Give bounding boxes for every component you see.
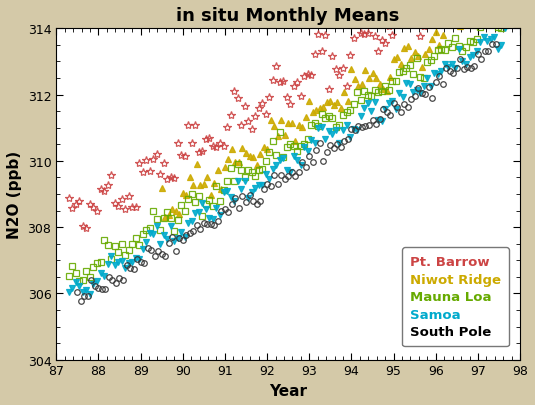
Y-axis label: N2O (ppb): N2O (ppb) <box>7 151 22 239</box>
Title: in situ Monthly Means: in situ Monthly Means <box>177 7 400 25</box>
Legend: Pt. Barrow, Niwot Ridge, Mauna Loa, Samoa, South Pole: Pt. Barrow, Niwot Ridge, Mauna Loa, Samo… <box>402 247 509 347</box>
X-axis label: Year: Year <box>269 383 307 398</box>
